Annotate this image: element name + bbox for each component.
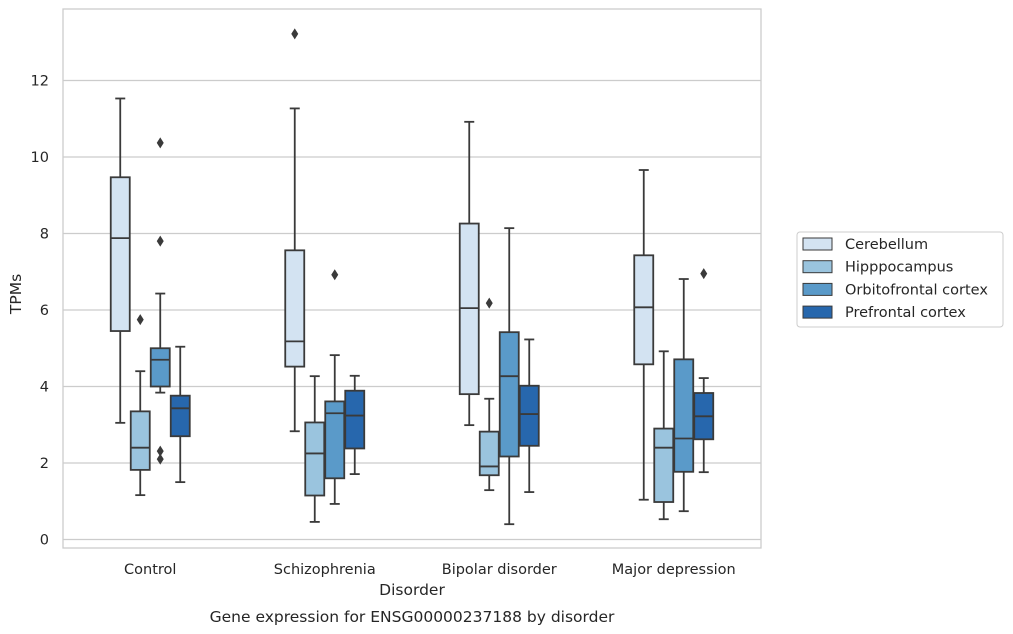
box-orbitofrontal-cortex xyxy=(149,137,171,465)
outlier-point xyxy=(156,445,164,457)
box-hipppocampus xyxy=(653,350,675,521)
legend-swatch xyxy=(802,282,833,296)
box-hipppocampus xyxy=(129,314,151,497)
grid-lines xyxy=(63,79,761,541)
outlier-point xyxy=(156,137,164,149)
box xyxy=(109,176,131,332)
box-cerebellum xyxy=(109,97,131,424)
box-cerebellum xyxy=(633,169,655,501)
box-cerebellum xyxy=(284,28,306,433)
y-tick-label: 4 xyxy=(40,380,49,396)
box-prefrontal-cortex xyxy=(518,338,540,493)
legend-label: Cerebellum xyxy=(845,237,928,253)
x-tick-label: Control xyxy=(124,562,176,578)
legend-frame xyxy=(796,231,1004,328)
outlier-point xyxy=(291,28,299,40)
box-prefrontal-cortex xyxy=(169,345,191,484)
box-plot-marks xyxy=(109,28,715,526)
outlier-point xyxy=(485,297,493,309)
outlier-point xyxy=(136,314,144,326)
box xyxy=(478,430,500,477)
box-orbitofrontal-cortex xyxy=(498,227,520,526)
box xyxy=(324,400,346,480)
outlier-point xyxy=(331,269,339,281)
box xyxy=(498,331,520,458)
legend-swatch xyxy=(802,305,833,319)
box xyxy=(673,358,695,473)
outlier-point xyxy=(156,453,164,465)
box-prefrontal-cortex xyxy=(693,268,715,474)
box xyxy=(284,249,306,368)
y-axis-label: TPMs xyxy=(7,274,25,315)
legend: Cerebellum Hipppocampus Orbitofrontal cort… xyxy=(796,231,1004,328)
plot-frame xyxy=(62,8,762,549)
x-axis-label: Disorder xyxy=(379,581,445,599)
box xyxy=(518,384,540,447)
x-tick-label: Major depression xyxy=(612,562,736,578)
box xyxy=(653,427,675,503)
x-tick-label: Bipolar disorder xyxy=(442,562,557,578)
y-tick-label: 2 xyxy=(40,456,49,472)
legend-swatch xyxy=(802,260,833,274)
box-hipppocampus xyxy=(304,375,326,523)
y-tick-label: 8 xyxy=(40,227,49,243)
box xyxy=(129,410,151,471)
box xyxy=(304,421,326,497)
chart-caption: Gene expression for ENSG00000237188 by d… xyxy=(210,608,615,626)
legend-swatch xyxy=(802,237,833,251)
box-orbitofrontal-cortex xyxy=(324,269,346,505)
legend-label: Hipppocampus xyxy=(845,260,953,276)
y-tick-label: 12 xyxy=(31,74,49,90)
box-orbitofrontal-cortex xyxy=(673,278,695,513)
box xyxy=(169,394,191,438)
x-tick-label: Schizophrenia xyxy=(274,562,376,578)
box xyxy=(633,254,655,366)
y-axis-ticks: 0 2 4 6 8 10 12 xyxy=(31,74,49,549)
y-tick-label: 0 xyxy=(40,533,49,549)
legend-label: Orbitofrontal cortex xyxy=(845,282,988,298)
box xyxy=(149,347,171,388)
box-hipppocampus xyxy=(478,297,500,492)
box-cerebellum xyxy=(458,120,480,427)
x-axis-ticks: Control Schizophrenia Bipolar disorder Majo… xyxy=(124,562,736,578)
y-tick-label: 10 xyxy=(31,150,49,166)
legend-label: Prefrontal cortex xyxy=(845,305,966,321)
outlier-point xyxy=(700,268,708,280)
box xyxy=(344,389,366,450)
y-tick-label: 6 xyxy=(40,303,49,319)
box-prefrontal-cortex xyxy=(344,374,366,475)
outlier-point xyxy=(156,235,164,247)
